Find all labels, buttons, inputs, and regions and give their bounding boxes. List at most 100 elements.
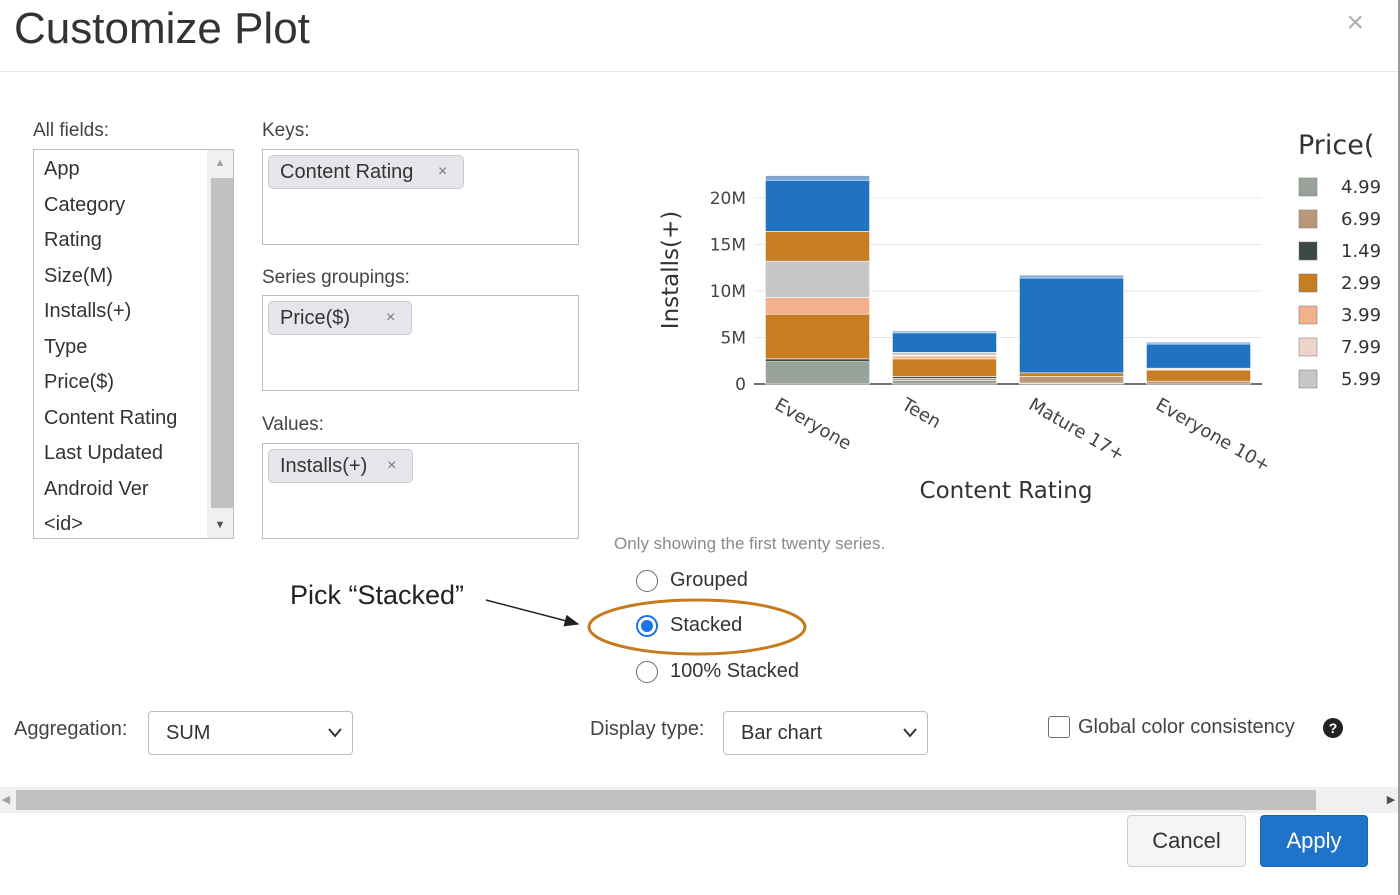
aggregation-select[interactable]: SUM bbox=[148, 711, 353, 755]
bar-segment bbox=[765, 175, 870, 181]
remove-icon[interactable]: × bbox=[386, 309, 396, 326]
question-circle-icon[interactable]: ? bbox=[1323, 718, 1343, 738]
scroll-up-icon[interactable]: ▲ bbox=[214, 157, 226, 169]
bar-segment bbox=[1019, 376, 1124, 384]
bar-segment bbox=[1019, 277, 1124, 374]
annotation-arrow bbox=[485, 599, 580, 627]
keys-chip-label: Content Rating bbox=[280, 161, 414, 183]
radio-label: Stacked bbox=[670, 614, 743, 636]
y-tick-label: 20M bbox=[710, 189, 746, 209]
scroll-left-icon[interactable]: ◀ bbox=[1, 794, 11, 806]
legend-label: 6.99 bbox=[1341, 209, 1381, 230]
series-chip-label: Price($) bbox=[280, 307, 351, 329]
series-limit-note: Only showing the first twenty series. bbox=[614, 534, 886, 553]
bar-segment bbox=[1146, 343, 1251, 369]
horizontal-scrollbar[interactable]: ◀ ▶ bbox=[0, 787, 1398, 813]
cancel-button[interactable]: Cancel bbox=[1127, 815, 1246, 867]
field-item[interactable]: Last Updated bbox=[44, 442, 163, 464]
keys-label: Keys: bbox=[262, 120, 310, 141]
bar-segment bbox=[765, 260, 870, 298]
bar-segment bbox=[1146, 380, 1251, 385]
fields-scrollbar[interactable]: ▲ ▼ bbox=[207, 150, 233, 538]
bar-segment bbox=[892, 332, 997, 353]
legend-swatch bbox=[1298, 369, 1318, 389]
bar-segment bbox=[765, 231, 870, 262]
series-chip[interactable]: Price($) × bbox=[268, 301, 412, 335]
bar-segment bbox=[1146, 369, 1251, 382]
field-item[interactable]: Size(M) bbox=[44, 264, 113, 287]
bar-segment bbox=[1019, 274, 1124, 279]
values-dropzone[interactable]: Installs(+) × bbox=[262, 443, 579, 539]
y-axis-title: Installs(+) bbox=[658, 211, 684, 329]
stacked-bar-chart: 0 5M 10M 15M 20M Everyone Teen Mature 17+ Everyo… bbox=[658, 130, 1381, 504]
display-type-label: Display type: bbox=[590, 718, 705, 740]
close-icon[interactable]: × bbox=[1346, 6, 1364, 39]
display-type-select[interactable]: Bar chart bbox=[723, 711, 928, 755]
legend-label: 3.99 bbox=[1341, 305, 1381, 326]
legend-swatch bbox=[1298, 241, 1318, 261]
chevron-down-icon bbox=[328, 712, 342, 769]
radio-label: 100% Stacked bbox=[670, 660, 799, 682]
apply-button[interactable]: Apply bbox=[1260, 815, 1368, 867]
bar-segment bbox=[765, 361, 870, 385]
all-fields-label: All fields: bbox=[33, 120, 110, 141]
series-groupings-dropzone[interactable]: Price($) × bbox=[262, 295, 579, 391]
scroll-thumb[interactable] bbox=[211, 178, 233, 508]
keys-chip[interactable]: Content Rating × bbox=[268, 155, 464, 189]
bar-segment bbox=[765, 358, 870, 362]
scroll-down-icon[interactable]: ▼ bbox=[214, 519, 226, 531]
radio-label: Grouped bbox=[670, 569, 748, 591]
keys-dropzone[interactable]: Content Rating × bbox=[262, 149, 579, 245]
bar-segment bbox=[892, 352, 997, 356]
legend-title: Price( bbox=[1298, 130, 1374, 161]
fields-list: App Category Rating Size(M) Installs(+) Type P… bbox=[34, 152, 206, 538]
bar-segment bbox=[892, 358, 997, 377]
legend-label: 7.99 bbox=[1341, 337, 1381, 358]
field-item[interactable]: <id> bbox=[44, 513, 83, 535]
dialog-title: Customize Plot bbox=[14, 4, 310, 53]
bar-segment bbox=[765, 297, 870, 315]
bar-segment bbox=[892, 355, 997, 360]
legend-swatch bbox=[1298, 273, 1318, 293]
y-tick-label: 5M bbox=[721, 328, 746, 348]
x-tick-label: Everyone bbox=[771, 394, 855, 455]
annotation-text: Pick “Stacked” bbox=[290, 580, 465, 610]
bar-segment bbox=[892, 379, 997, 385]
x-tick-label: Mature 17+ bbox=[1025, 394, 1128, 466]
field-item[interactable]: App bbox=[44, 158, 80, 180]
radio-button[interactable] bbox=[636, 570, 658, 592]
field-item[interactable]: Content Rating bbox=[44, 406, 178, 429]
dialog-header: Customize Plot × bbox=[0, 0, 1398, 72]
y-tick-label: 10M bbox=[710, 282, 746, 302]
values-label: Values: bbox=[262, 414, 324, 435]
annotation-ellipse bbox=[587, 598, 807, 656]
field-item[interactable]: Rating bbox=[44, 229, 102, 251]
remove-icon[interactable]: × bbox=[387, 457, 397, 474]
radio-button-selected[interactable] bbox=[636, 615, 658, 637]
global-color-checkbox[interactable] bbox=[1048, 716, 1070, 738]
x-tick-label: Everyone 10+ bbox=[1152, 394, 1274, 476]
chart-legend: Price(4.99 6.99 1.49 2.99 3.99 7.99 5.99 bbox=[1298, 130, 1381, 390]
aggregation-label: Aggregation: bbox=[14, 718, 128, 740]
bar-segment bbox=[765, 179, 870, 232]
field-item[interactable]: Category bbox=[44, 193, 126, 216]
radio-button[interactable] bbox=[636, 661, 658, 683]
field-item[interactable]: Android Ver bbox=[44, 477, 149, 500]
values-chip[interactable]: Installs(+) × bbox=[268, 449, 413, 483]
horizontal-scroll-thumb[interactable] bbox=[16, 790, 1316, 810]
aggregation-value: SUM bbox=[166, 722, 211, 744]
legend-label: 4.99 bbox=[1341, 177, 1381, 198]
all-fields-list[interactable]: App Category Rating Size(M) Installs(+) Type P… bbox=[33, 149, 234, 539]
display-type-value: Bar chart bbox=[741, 722, 823, 744]
field-item[interactable]: Installs(+) bbox=[44, 300, 132, 322]
legend-label: 1.49 bbox=[1341, 241, 1381, 262]
bar-segment bbox=[892, 330, 997, 334]
field-item[interactable]: Type bbox=[44, 335, 88, 358]
series-groupings-label: Series groupings: bbox=[262, 267, 410, 288]
remove-icon[interactable]: × bbox=[438, 163, 448, 180]
legend-label: 5.99 bbox=[1341, 369, 1381, 390]
chart-bars bbox=[765, 175, 1251, 385]
field-item[interactable]: Price($) bbox=[44, 371, 115, 393]
scroll-right-icon[interactable]: ▶ bbox=[1386, 794, 1396, 806]
